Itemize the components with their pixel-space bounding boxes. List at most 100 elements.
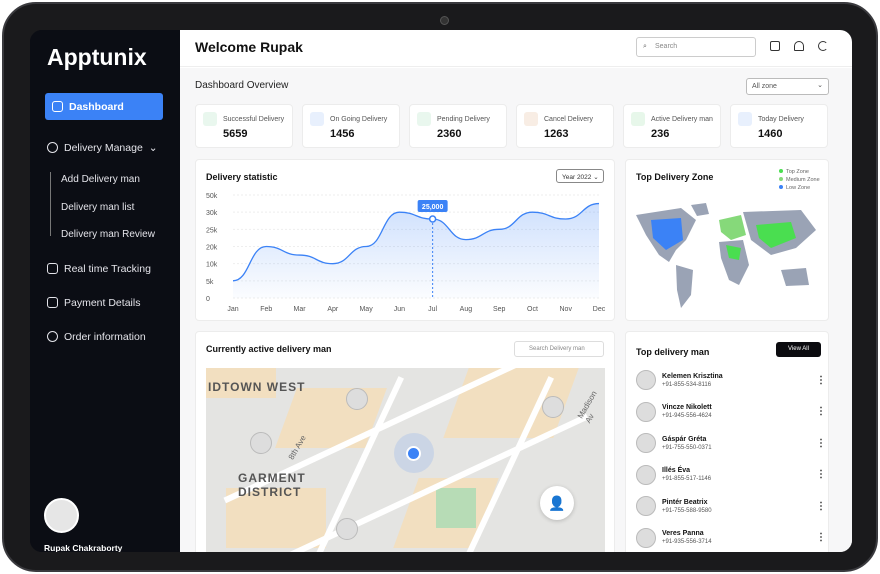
stat-card: Successful Delivery 5659 [195, 104, 293, 148]
sub-item-delivery-man-review[interactable]: Delivery man Review [61, 229, 155, 240]
chat-icon[interactable] [770, 41, 780, 51]
route-icon [310, 112, 324, 126]
stat-card: Active Delivery man 236 [623, 104, 721, 148]
wallet-icon [47, 297, 58, 308]
more-options-icon[interactable]: ⋮ [816, 500, 826, 512]
driver-marker[interactable] [250, 432, 272, 454]
pulse-icon [47, 263, 58, 274]
map-label: DISTRICT [238, 485, 302, 499]
stat-card: On Going Delivery 1456 [302, 104, 400, 148]
person-phone: +91-935-556-3714 [662, 539, 712, 545]
avatar [636, 401, 656, 422]
top-zone-card: Top Delivery Zone Top Zone Medium Zone L… [625, 159, 829, 321]
person-name: Vincze Nikolett [662, 404, 712, 411]
more-options-icon[interactable]: ⋮ [816, 374, 826, 386]
x-tick-label: Aug [460, 306, 473, 313]
more-options-icon[interactable]: ⋮ [816, 532, 826, 543]
sub-item-delivery-man-list[interactable]: Delivery man list [61, 202, 135, 213]
cube-icon [47, 331, 58, 342]
y-tick-label: 0 [206, 296, 210, 303]
sub-item-add-delivery-man[interactable]: Add Delivery man [61, 174, 140, 185]
avatar [636, 370, 656, 390]
person-name: Illés Éva [662, 467, 691, 474]
legend-medium: Medium Zone [779, 177, 820, 183]
logo: Apptunix [47, 44, 147, 70]
driver-marker[interactable] [336, 518, 358, 540]
user-name: Rupak Chakraborty [44, 543, 123, 552]
map-label: IDTOWN WEST [208, 380, 306, 394]
sidebar: Apptunix Dashboard Delivery Manage ⌄ Add … [30, 30, 180, 552]
y-tick-label: 20k [206, 245, 218, 252]
current-location-marker[interactable] [406, 446, 421, 461]
box-icon [417, 112, 431, 126]
person-phone: +91-855-534-8116 [662, 381, 712, 388]
list-item[interactable]: Illés Éva +91-855-517-1146 ⋮ [636, 461, 826, 489]
nav-label: Payment Details [64, 296, 141, 309]
stat-label: On Going Delivery [330, 116, 388, 123]
sidebar-item-delivery-manage[interactable]: Delivery Manage ⌄ [45, 134, 163, 161]
legend-top: Top Zone [779, 169, 809, 175]
list-item[interactable]: Gáspár Gréta +91-755-550-0371 ⋮ [636, 429, 826, 457]
sidebar-item-payment[interactable]: Payment Details [45, 289, 163, 316]
y-tick-label: 5k [206, 279, 214, 286]
user-pin-icon [631, 112, 645, 126]
more-options-icon[interactable]: ⋮ [816, 437, 826, 449]
chart-title: Delivery statistic [206, 172, 278, 182]
sidebar-item-tracking[interactable]: Real time Tracking [45, 255, 163, 282]
person-name: Veres Panna [662, 530, 704, 537]
moon-icon[interactable] [818, 41, 828, 51]
x-tick-label: Jan [227, 306, 238, 313]
header: Welcome Rupak Search ⌕ [180, 30, 852, 67]
list-item[interactable]: Kelemen Krisztina +91-855-534-8116 ⋮ [636, 366, 826, 394]
area-fill [233, 203, 599, 298]
driver-marker[interactable] [346, 388, 368, 410]
sidebar-item-orders[interactable]: Order information [45, 323, 163, 350]
delivery-man-search[interactable]: Search Delivery man [514, 341, 604, 357]
tooltip-label: 25,000 [422, 204, 444, 211]
avatar [636, 527, 656, 548]
contact-driver-button[interactable]: 👤 [540, 486, 574, 520]
y-tick-label: 10k [206, 262, 218, 269]
delivery-chart: 0 5k 10k 20k 25k 30k 50k Jan Feb Mar Apr May Jun Jul A… [206, 193, 606, 313]
top-delivery-man-card: Top delivery man View All Kelemen Kriszt… [625, 331, 829, 552]
screen: Apptunix Dashboard Delivery Manage ⌄ Add … [30, 30, 852, 552]
nav-label: Order information [64, 330, 146, 343]
stat-label: Today Delivery [758, 116, 804, 123]
tooltip-box [417, 200, 448, 213]
map-label: GARMENT [238, 471, 306, 485]
view-all-button[interactable]: View All [776, 342, 821, 357]
stat-label: Cancel Delivery [544, 116, 594, 123]
tree-line [50, 172, 51, 236]
legend-low: Low Zone [779, 185, 810, 191]
dashboard-body: Dashboard Overview All zone ⌄ Successful … [180, 68, 852, 552]
main: Welcome Rupak Search ⌕ Dashboard Overvie… [180, 30, 852, 552]
search-icon: ⌕ [643, 43, 647, 50]
grid-icon [52, 101, 63, 112]
x-tick-label: Nov [560, 306, 573, 313]
person-phone: +91-755-588-9580 [662, 507, 712, 514]
stat-card: Cancel Delivery 1263 [516, 104, 614, 148]
more-options-icon[interactable]: ⋮ [816, 469, 826, 480]
sidebar-item-dashboard[interactable]: Dashboard [45, 93, 163, 120]
map[interactable]: IDTOWN WEST GARMENT DISTRICT 8th Ave Mad… [206, 368, 605, 552]
list-item[interactable]: Veres Panna +91-935-556-3714 ⋮ [636, 524, 826, 552]
year-select[interactable]: Year 2022 ⌄ [556, 169, 604, 183]
avatar[interactable] [44, 498, 79, 533]
zone-select[interactable]: All zone ⌄ [746, 78, 829, 95]
x-tick-label: Dec [593, 306, 606, 313]
bell-icon[interactable] [794, 41, 804, 51]
x-tick-label: Feb [260, 306, 272, 313]
list-item[interactable]: Vincze Nikolett +91-945-556-4624 ⋮ [636, 398, 826, 426]
avatar [636, 496, 656, 516]
driver-marker[interactable] [542, 396, 564, 418]
x-tick-label: May [359, 306, 373, 313]
search-input[interactable]: Search [636, 37, 756, 57]
x-tick-label: Mar [294, 306, 307, 313]
stat-value: 1460 [758, 128, 783, 140]
more-options-icon[interactable]: ⋮ [816, 406, 826, 417]
avatar [636, 433, 656, 453]
list-item[interactable]: Pintér Beatrix +91-755-588-9580 ⋮ [636, 492, 826, 520]
stat-label: Pending Delivery [437, 116, 490, 123]
stat-value: 236 [651, 128, 670, 140]
person-phone: +91-855-517-1146 [662, 476, 712, 482]
